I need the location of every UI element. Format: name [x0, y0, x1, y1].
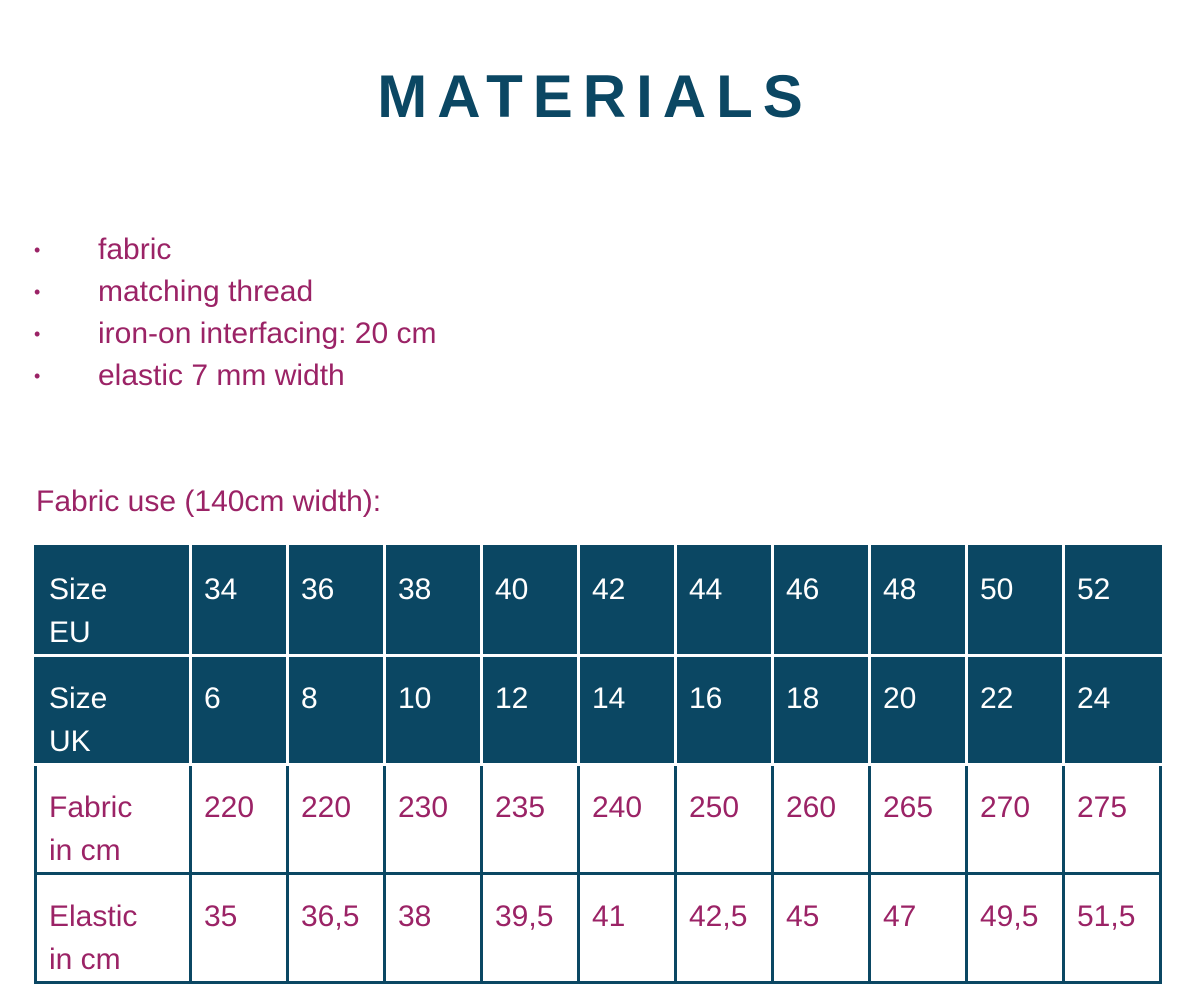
- table-cell: 14: [577, 654, 677, 766]
- material-item: elastic 7 mm width: [34, 355, 437, 397]
- row-header-text: Size UK: [49, 682, 108, 758]
- table-row: Elastic in cm 35 36,5 38 39,5 41 42,5 45 47 49,5 5…: [34, 872, 1162, 984]
- table-cell: 39,5: [480, 872, 580, 984]
- table-cell: 41: [577, 872, 677, 984]
- table-cell: 42,5: [674, 872, 774, 984]
- row-header-cell: Elastic in cm: [34, 872, 192, 984]
- table-cell: 47: [868, 872, 968, 984]
- table-cell: 38: [383, 545, 483, 657]
- table-cell: 270: [965, 763, 1065, 875]
- table-cell: 36,5: [286, 872, 386, 984]
- table-cell: 34: [189, 545, 289, 657]
- table-cell: 48: [868, 545, 968, 657]
- material-item: fabric: [34, 229, 437, 271]
- table-cell: 230: [383, 763, 483, 875]
- table-cell: 24: [1062, 654, 1162, 766]
- table-cell: 220: [189, 763, 289, 875]
- table-cell: 250: [674, 763, 774, 875]
- table-cell: 51,5: [1062, 872, 1162, 984]
- materials-list: fabricmatching threadiron-on interfacing…: [34, 229, 437, 397]
- row-header-text: Fabric in cm: [49, 791, 133, 867]
- table-cell: 235: [480, 763, 580, 875]
- table-cell: 45: [771, 872, 871, 984]
- table-cell: 20: [868, 654, 968, 766]
- table-cell: 6: [189, 654, 289, 766]
- table-cell: 260: [771, 763, 871, 875]
- table-cell: 36: [286, 545, 386, 657]
- material-item: iron-on interfacing: 20 cm: [34, 313, 437, 355]
- table-cell: 44: [674, 545, 774, 657]
- table-cell: 16: [674, 654, 774, 766]
- table-cell: 42: [577, 545, 677, 657]
- table-cell: 35: [189, 872, 289, 984]
- table-cell: 46: [771, 545, 871, 657]
- table-cell: 12: [480, 654, 580, 766]
- table-cell: 220: [286, 763, 386, 875]
- table-row: Size UK 6 8 10 12 14 16 18 20 22 24: [34, 654, 1162, 766]
- table-cell: 49,5: [965, 872, 1065, 984]
- table-cell: 50: [965, 545, 1065, 657]
- table-cell: 52: [1062, 545, 1162, 657]
- table-cell: 8: [286, 654, 386, 766]
- table-cell: 240: [577, 763, 677, 875]
- table-cell: 265: [868, 763, 968, 875]
- table-row: Size EU 34 36 38 40 42 44 46 48 50 52: [34, 545, 1162, 657]
- table-cell: 10: [383, 654, 483, 766]
- row-header-text: Elastic in cm: [49, 900, 138, 976]
- row-header-cell: Size UK: [34, 654, 192, 766]
- table-row: Fabric in cm 220 220 230 235 240 250 260 265 270 2…: [34, 763, 1162, 875]
- material-item: matching thread: [34, 271, 437, 313]
- row-header-text: Size EU: [49, 573, 108, 649]
- size-table: Size EU 34 36 38 40 42 44 46 48 50 52 Size UK 6 8 10 12…: [34, 545, 1162, 984]
- table-cell: 275: [1062, 763, 1162, 875]
- table-cell: 18: [771, 654, 871, 766]
- table-cell: 40: [480, 545, 580, 657]
- table-caption: Fabric use (140cm width):: [36, 485, 382, 518]
- title: MATERIALS: [377, 63, 813, 130]
- row-header-cell: Fabric in cm: [34, 763, 192, 875]
- table-cell: 22: [965, 654, 1065, 766]
- table-cell: 38: [383, 872, 483, 984]
- row-header-cell: Size EU: [34, 545, 192, 657]
